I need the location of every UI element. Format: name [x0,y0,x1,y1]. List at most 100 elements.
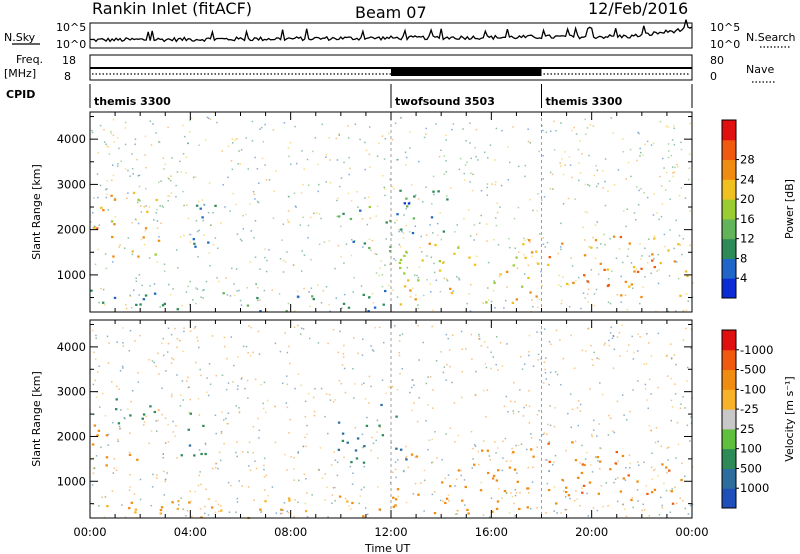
echo-speckle [215,462,218,465]
echo-speckle [570,426,573,429]
echo-speckle [480,345,482,347]
echo-cell [621,454,625,458]
echo-speckle [646,333,648,335]
echo-speckle [196,230,199,233]
echo-speckle [306,433,308,435]
echo-speckle [574,440,577,443]
echo-speckle [155,132,157,134]
echo-speckle [211,467,214,470]
echo-cell [612,235,616,238]
echo-speckle [167,327,170,330]
echo-cell [599,262,602,265]
echo-speckle [573,367,576,369]
colorbar-tick-label: 28 [740,153,755,167]
echo-speckle [597,273,600,276]
echo-speckle [512,410,514,412]
echo-speckle [616,336,619,338]
echo-speckle [595,288,598,291]
echo-speckle [485,366,488,369]
echo-speckle [565,508,568,511]
echo-cell [651,253,654,256]
echo-speckle [671,488,673,490]
echo-speckle [684,407,686,409]
echo-speckle [609,332,612,334]
echo-speckle [287,511,290,514]
echo-speckle [576,498,578,500]
echo-speckle [593,351,595,354]
echo-cell [411,231,415,235]
echo-speckle [372,302,375,304]
echo-speckle [496,202,498,204]
echo-speckle [334,459,337,462]
echo-speckle [612,367,615,369]
echo-speckle [429,224,431,226]
echo-speckle [370,449,372,452]
colorbar-frame [721,329,737,509]
echo-speckle [118,147,120,150]
echo-speckle [124,417,126,420]
echo-speckle [445,433,447,435]
x-axis-title: Time UT [364,542,410,554]
echo-speckle [170,395,173,398]
echo-speckle [370,385,372,388]
echo-speckle [623,508,626,511]
echo-speckle [343,456,345,459]
echo-speckle [106,180,109,182]
echo-speckle [594,257,597,260]
colorbar-swatch [722,409,736,430]
echo-speckle [399,334,401,337]
echo-speckle [571,176,573,179]
echo-cell [684,270,688,273]
echo-speckle [460,474,462,477]
echo-speckle [663,233,666,236]
echo-cell [347,306,351,309]
echo-speckle [264,256,266,259]
echo-speckle [125,304,127,306]
echo-speckle [95,396,98,398]
echo-speckle [235,511,237,513]
echo-speckle [542,154,544,157]
echo-speckle [449,187,452,189]
echo-speckle [207,211,210,214]
echo-speckle [560,383,562,386]
echo-speckle [118,388,120,390]
echo-speckle [620,301,622,303]
echo-speckle [211,335,214,337]
colorbar-tick-label: 1000 [740,481,769,495]
echo-speckle [504,437,507,440]
echo-cell [561,242,564,245]
echo-speckle [229,295,232,297]
echo-speckle [620,275,622,278]
echo-speckle [168,195,171,197]
echo-speckle [376,205,379,207]
echo-speckle [343,344,345,347]
echo-speckle [376,431,378,433]
echo-speckle [368,238,371,241]
echo-speckle [588,184,591,187]
echo-speckle [343,161,345,164]
echo-speckle [473,239,475,241]
echo-speckle [419,246,422,249]
echo-speckle [432,461,434,464]
echo-speckle [317,163,319,166]
echo-speckle [673,354,676,356]
echo-cell [259,309,262,313]
echo-speckle [528,350,530,353]
echo-speckle [441,458,443,461]
echo-speckle [460,396,463,399]
echo-speckle [652,214,655,216]
echo-speckle [253,193,256,195]
colorbar-tick-label: 12 [740,232,755,246]
echo-cell [176,507,180,511]
echo-speckle [235,405,238,407]
echo-cell [105,434,109,437]
echo-speckle [545,131,548,134]
echo-speckle [589,124,592,126]
echo-speckle [382,341,385,344]
echo-speckle [527,491,530,494]
echo-speckle [660,445,662,447]
echo-speckle [189,398,192,401]
echo-speckle [643,461,645,464]
echo-speckle [657,440,659,443]
echo-speckle [674,393,677,395]
